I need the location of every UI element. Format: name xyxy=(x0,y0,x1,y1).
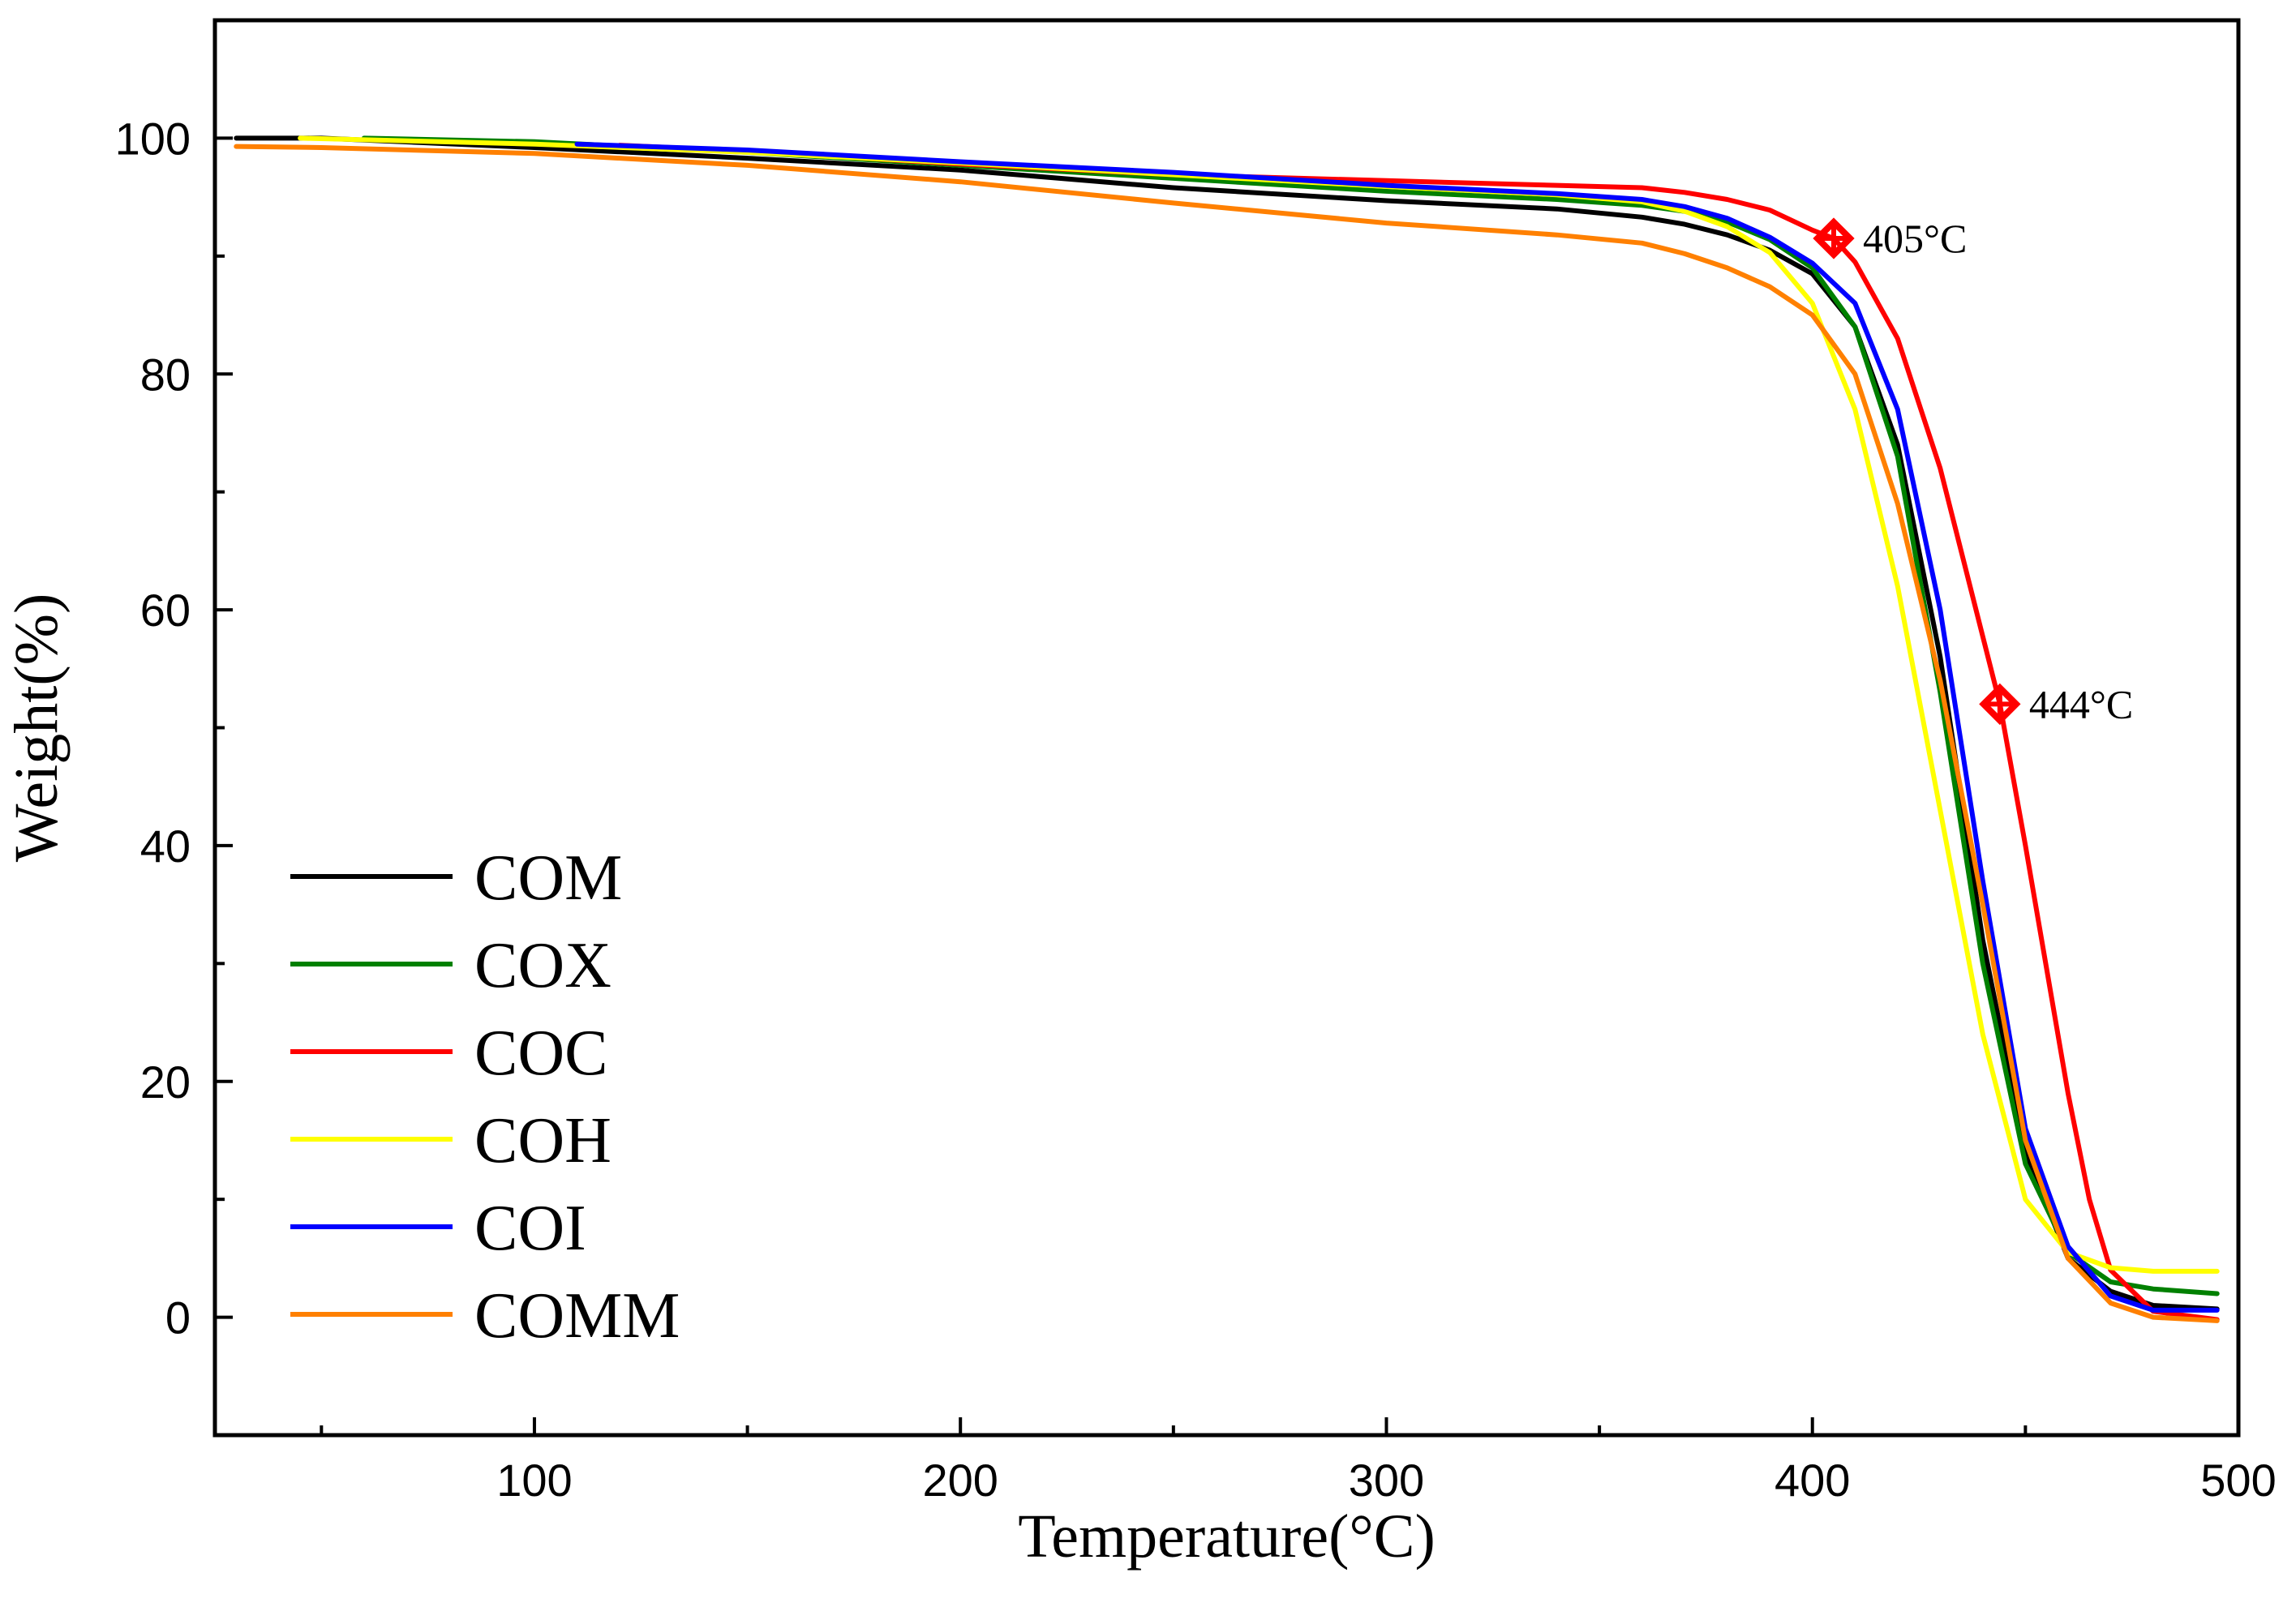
x-tick-label: 400 xyxy=(1775,1455,1850,1506)
legend: COM COX COC COH COI COMM xyxy=(290,842,680,1352)
annotation-label: 444°C xyxy=(2029,681,2133,726)
legend-label-com: COM xyxy=(474,842,622,914)
y-tick-label: 0 xyxy=(165,1292,191,1344)
x-tick-label: 300 xyxy=(1349,1455,1424,1506)
legend-label-cox: COX xyxy=(474,930,612,1001)
tick-layer: 100 200 300 400 500 0 20 40 60 80 100 xyxy=(115,113,2277,1506)
legend-label-comm: COMM xyxy=(474,1280,680,1352)
legend-label-coh: COH xyxy=(474,1105,612,1176)
y-tick-label: 100 xyxy=(115,113,191,164)
x-tick-label: 100 xyxy=(496,1455,572,1506)
y-tick-label: 20 xyxy=(140,1056,191,1108)
x-tick-label: 200 xyxy=(922,1455,998,1506)
series-line-coi xyxy=(574,141,2220,1313)
annotation-marker xyxy=(1813,217,1855,259)
series-line-comm xyxy=(234,144,2220,1323)
x-tick-label: 500 xyxy=(2200,1455,2276,1506)
annotation-marker xyxy=(1979,683,2021,726)
legend-label-coc: COC xyxy=(474,1018,608,1089)
x-axis-title: Temperature(°C) xyxy=(1018,1502,1436,1571)
plot-frame xyxy=(212,18,2241,1438)
annotation-label: 405°C xyxy=(1863,216,1967,261)
y-tick-label: 60 xyxy=(140,585,191,636)
y-tick-label: 80 xyxy=(140,349,191,400)
annotation-layer: 405°C 444°C xyxy=(1813,216,2133,726)
legend-label-coi: COI xyxy=(474,1193,586,1264)
y-tick-label: 40 xyxy=(140,821,191,872)
y-axis-title: Weight(%) xyxy=(2,594,71,863)
